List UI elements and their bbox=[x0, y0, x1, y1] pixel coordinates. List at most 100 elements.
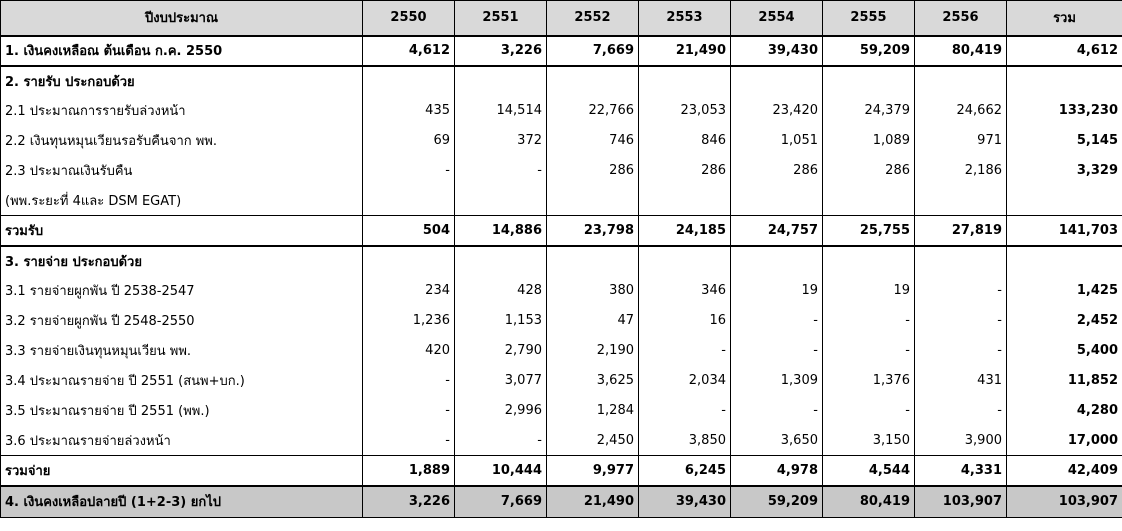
value-cell bbox=[362, 185, 455, 216]
value-cell: 27,819 bbox=[914, 215, 1007, 247]
value-cell: 47 bbox=[546, 305, 639, 336]
value-cell: 80,419 bbox=[914, 35, 1007, 67]
value-cell bbox=[914, 65, 1007, 96]
value-cell: 19 bbox=[730, 275, 823, 306]
value-cell: 435 bbox=[362, 95, 455, 126]
value-cell bbox=[914, 245, 1007, 276]
value-cell: - bbox=[822, 395, 915, 426]
value-cell: - bbox=[914, 395, 1007, 426]
row-income-refund: 2.3 ประมาณเงินรับคืน - -286 286 286 286 2,186 3… bbox=[0, 155, 1122, 186]
value-cell: 59,209 bbox=[822, 35, 915, 67]
row-expense-2551-eppo: 3.4 ประมาณรายจ่าย ปี 2551 (สนพ+บก.) -3,07… bbox=[0, 365, 1122, 396]
value-cell bbox=[362, 245, 455, 276]
row-label: 2.2 เงินทุนหมุนเวียนรอรับคืนจาก พพ. bbox=[0, 125, 363, 156]
value-cell: - bbox=[454, 425, 547, 456]
value-cell: 22,766 bbox=[546, 95, 639, 126]
row-label: (พพ.ระยะที่ 4และ DSM EGAT) bbox=[0, 185, 363, 216]
value-cell: 59,209 bbox=[730, 484, 823, 518]
header-year: 2556 bbox=[914, 0, 1007, 37]
row-label: รวมรับ bbox=[0, 215, 363, 247]
header-label: ปีงบประมาณ bbox=[0, 0, 363, 37]
header-row: ปีงบประมาณ 2550 2551 2552 2553 2554 2555… bbox=[0, 0, 1122, 37]
value-cell: 25,755 bbox=[822, 215, 915, 247]
value-cell: 23,798 bbox=[546, 215, 639, 247]
value-cell: 23,420 bbox=[730, 95, 823, 126]
row-income-revolving-fund: 2.2 เงินทุนหมุนเวียนรอรับคืนจาก พพ. 69 372… bbox=[0, 125, 1122, 156]
value-cell: - bbox=[914, 335, 1007, 366]
value-cell: 19 bbox=[822, 275, 915, 306]
value-cell bbox=[454, 245, 547, 276]
value-cell: - bbox=[638, 395, 731, 426]
row-label: 3. รายจ่าย ประกอบด้วย bbox=[0, 245, 363, 276]
row-expense-revolving-fund: 3.3 รายจ่ายเงินทุนหมุนเวียน พพ. 420 2,790 2… bbox=[0, 335, 1122, 366]
value-cell: 69 bbox=[362, 125, 455, 156]
value-cell: 9,977 bbox=[546, 455, 639, 486]
value-cell: 3,625 bbox=[546, 365, 639, 396]
value-cell: 21,490 bbox=[546, 484, 639, 518]
value-cell: 2,996 bbox=[454, 395, 547, 426]
value-cell: 3,150 bbox=[822, 425, 915, 456]
value-cell: - bbox=[362, 425, 455, 456]
value-cell: 1,376 bbox=[822, 365, 915, 396]
total-cell: 5,145 bbox=[1006, 125, 1122, 156]
value-cell: 2,190 bbox=[546, 335, 639, 366]
value-cell: 286 bbox=[638, 155, 731, 186]
value-cell bbox=[454, 65, 547, 96]
value-cell: 10,444 bbox=[454, 455, 547, 486]
value-cell: 21,490 bbox=[638, 35, 731, 67]
value-cell: 4,978 bbox=[730, 455, 823, 486]
value-cell: 504 bbox=[362, 215, 455, 247]
header-year: 2550 bbox=[362, 0, 455, 37]
value-cell bbox=[730, 185, 823, 216]
value-cell: 380 bbox=[546, 275, 639, 306]
row-label: 3.1 รายจ่ายผูกพัน ปี 2538-2547 bbox=[0, 275, 363, 306]
value-cell: 16 bbox=[638, 305, 731, 336]
value-cell: 746 bbox=[546, 125, 639, 156]
value-cell: - bbox=[362, 395, 455, 426]
value-cell: 346 bbox=[638, 275, 731, 306]
value-cell: 286 bbox=[730, 155, 823, 186]
row-expense-advance: 3.6 ประมาณรายจ่ายล่วงหน้า - -2,450 3,850 3,6… bbox=[0, 425, 1122, 456]
value-cell: 3,226 bbox=[454, 35, 547, 67]
row-label: 3.5 ประมาณรายจ่าย ปี 2551 (พพ.) bbox=[0, 395, 363, 426]
row-total-income: รวมรับ 504 14,886 23,798 24,185 24,757 25,755 2… bbox=[0, 215, 1122, 247]
value-cell: 39,430 bbox=[730, 35, 823, 67]
value-cell: 420 bbox=[362, 335, 455, 366]
total-cell bbox=[1006, 65, 1122, 96]
row-label: 2.3 ประมาณเงินรับคืน bbox=[0, 155, 363, 186]
value-cell: 1,889 bbox=[362, 455, 455, 486]
value-cell: 7,669 bbox=[546, 35, 639, 67]
value-cell: 846 bbox=[638, 125, 731, 156]
total-cell: 11,852 bbox=[1006, 365, 1122, 396]
section-expense: 3. รายจ่าย ประกอบด้วย bbox=[0, 245, 1122, 276]
value-cell: 24,185 bbox=[638, 215, 731, 247]
row-opening-balance: 1. เงินคงเหลือณ ต้นเดือน ก.ค. 2550 4,612 3… bbox=[0, 35, 1122, 67]
row-label: 1. เงินคงเหลือณ ต้นเดือน ก.ค. 2550 bbox=[0, 35, 363, 67]
value-cell: 971 bbox=[914, 125, 1007, 156]
value-cell bbox=[546, 245, 639, 276]
row-label: 2.1 ประมาณการรายรับล่วงหน้า bbox=[0, 95, 363, 126]
value-cell: 1,089 bbox=[822, 125, 915, 156]
row-expense-committed-2538: 3.1 รายจ่ายผูกพัน ปี 2538-2547 234 428 380 3… bbox=[0, 275, 1122, 306]
value-cell: 1,153 bbox=[454, 305, 547, 336]
value-cell bbox=[638, 185, 731, 216]
header-year: 2554 bbox=[730, 0, 823, 37]
value-cell: 234 bbox=[362, 275, 455, 306]
value-cell: 428 bbox=[454, 275, 547, 306]
total-cell: 42,409 bbox=[1006, 455, 1122, 486]
value-cell: 2,034 bbox=[638, 365, 731, 396]
total-cell bbox=[1006, 245, 1122, 276]
value-cell: - bbox=[638, 335, 731, 366]
row-total-expense: รวมจ่าย 1,889 10,444 9,977 6,245 4,978 4,544 4,… bbox=[0, 455, 1122, 486]
value-cell: - bbox=[362, 155, 455, 186]
value-cell: 1,284 bbox=[546, 395, 639, 426]
value-cell bbox=[822, 245, 915, 276]
value-cell bbox=[454, 185, 547, 216]
header-year: 2551 bbox=[454, 0, 547, 37]
row-income-advance: 2.1 ประมาณการรายรับล่วงหน้า 435 14,514 22,7… bbox=[0, 95, 1122, 126]
value-cell: 14,514 bbox=[454, 95, 547, 126]
total-cell: 5,400 bbox=[1006, 335, 1122, 366]
value-cell bbox=[362, 65, 455, 96]
budget-table: ปีงบประมาณ 2550 2551 2552 2553 2554 2555… bbox=[0, 0, 1122, 518]
value-cell: 7,669 bbox=[454, 484, 547, 518]
